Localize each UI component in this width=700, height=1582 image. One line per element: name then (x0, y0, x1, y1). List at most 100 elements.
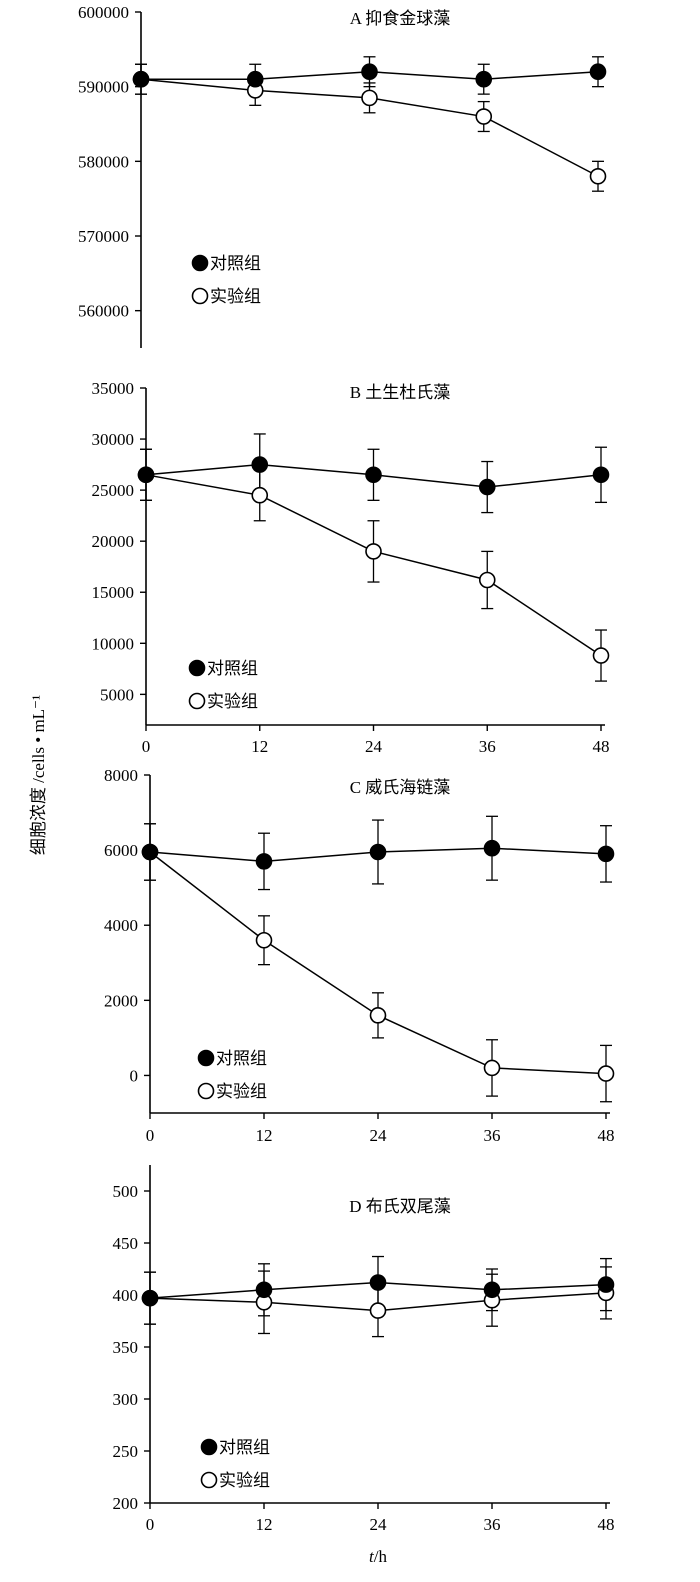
data-point-experiment (478, 571, 496, 589)
data-point-control (137, 466, 155, 484)
data-point-control (361, 63, 378, 81)
legend-marker-experiment (188, 692, 206, 710)
data-point-control (478, 478, 496, 496)
panel-1: 600000 590000 580000 570000 560000 A 抑食金球藻对照组… (78, 3, 607, 348)
legend-marker-control (200, 1438, 218, 1456)
y-axis-title: 细胞浓度 /cells • mL⁻¹ (29, 695, 48, 855)
y-tick-label: 250 (113, 1442, 139, 1461)
y-tick-label: 15000 (92, 583, 135, 602)
panel-4: 500 450 400 350 300 250 200 0 12 24 36 48 D 布氏双尾藻对照组… (113, 1165, 615, 1534)
data-point-experiment (255, 931, 273, 949)
y-tick-label: 560000 (78, 302, 129, 321)
data-point-experiment (592, 647, 610, 664)
x-tick-label: 0 (142, 737, 151, 756)
y-tick-label: 600000 (78, 3, 129, 22)
panel-title: D 布氏双尾藻 (349, 1197, 451, 1216)
data-point-experiment (365, 543, 382, 560)
data-point-experiment (361, 89, 378, 107)
x-tick-label: 48 (598, 1126, 615, 1145)
y-tick-label: 8000 (104, 766, 138, 785)
x-tick-label: 12 (251, 737, 268, 756)
y-tick-label: 400 (113, 1286, 139, 1305)
series-line-experiment (149, 851, 607, 1075)
data-point-control (365, 466, 382, 484)
legend-label: 实验组 (219, 1471, 270, 1490)
y-tick-label: 0 (130, 1066, 139, 1085)
data-point-experiment (475, 108, 493, 125)
y-tick-label: 30000 (92, 430, 135, 449)
x-tick-label: 12 (256, 1126, 273, 1145)
data-point-control (597, 1276, 615, 1293)
legend-label: 对照组 (207, 659, 258, 678)
legend-marker-experiment (191, 287, 209, 305)
legend-label: 实验组 (216, 1082, 267, 1101)
data-point-control (483, 839, 501, 857)
legend-label: 实验组 (210, 287, 261, 306)
data-point-experiment (597, 1065, 615, 1082)
y-tick-label: 20000 (92, 532, 135, 551)
data-point-experiment (483, 1059, 501, 1077)
x-tick-label: 36 (484, 1126, 501, 1145)
data-point-control (369, 1274, 387, 1291)
x-tick-label: 48 (598, 1515, 615, 1534)
data-point-control (141, 1289, 159, 1307)
data-point-control (369, 843, 387, 861)
x-tick-label: 36 (484, 1515, 501, 1534)
x-tick-label: 0 (146, 1126, 155, 1145)
y-tick-label: 2000 (104, 991, 138, 1010)
y-tick-label: 450 (113, 1234, 139, 1253)
x-tick-label: 24 (365, 737, 383, 756)
panel-2: 35000 30000 25000 20000 15000 10000 5000 0 12 24 3… (92, 379, 610, 756)
data-point-control (255, 853, 273, 870)
x-tick-label: 12 (256, 1515, 273, 1534)
data-point-control (141, 843, 159, 861)
y-tick-label: 35000 (92, 379, 135, 398)
panel-title: A 抑食金球藻 (350, 9, 451, 28)
x-tick-label: 24 (370, 1126, 388, 1145)
x-tick-label: 48 (593, 737, 610, 756)
legend-marker-control (197, 1049, 215, 1067)
y-tick-label: 570000 (78, 227, 129, 246)
data-point-control (246, 70, 264, 88)
legend-label: 对照组 (216, 1049, 267, 1068)
data-point-control (255, 1281, 273, 1299)
legend-label: 对照组 (210, 254, 261, 273)
y-tick-label: 4000 (104, 916, 138, 935)
data-point-experiment (251, 486, 269, 504)
data-point-experiment (369, 1007, 387, 1024)
panel-title: C 威氏海链藻 (350, 778, 451, 797)
y-tick-label: 6000 (104, 841, 138, 860)
x-tick-label: 36 (479, 737, 496, 756)
y-tick-label: 300 (113, 1390, 139, 1409)
data-point-control (475, 70, 493, 88)
y-tick-label: 10000 (92, 634, 135, 653)
y-tick-label: 500 (113, 1182, 139, 1201)
x-tick-label: 24 (370, 1515, 388, 1534)
data-point-control (483, 1281, 501, 1299)
data-point-experiment (589, 167, 607, 185)
data-point-control (251, 456, 269, 473)
x-tick-label: 0 (146, 1515, 155, 1534)
y-tick-label: 580000 (78, 152, 129, 171)
legend-label: 实验组 (207, 692, 258, 711)
shared-y-axis-label (14, 760, 54, 960)
legend-marker-experiment (200, 1471, 218, 1489)
y-tick-label: 5000 (100, 685, 134, 704)
y-tick-label: 350 (113, 1338, 139, 1357)
legend-marker-control (191, 254, 209, 272)
x-axis-title: t/h (369, 1547, 387, 1566)
data-point-control (597, 845, 615, 863)
y-tick-label: 590000 (78, 78, 129, 97)
legend-label: 对照组 (219, 1438, 270, 1457)
data-point-control (592, 466, 610, 484)
data-point-control (589, 63, 607, 81)
data-point-experiment (369, 1302, 387, 1319)
data-point-control (132, 70, 150, 88)
legend-marker-control (188, 659, 206, 677)
legend-marker-experiment (197, 1082, 215, 1100)
y-tick-label: 200 (113, 1494, 139, 1513)
y-tick-label: 25000 (92, 481, 135, 500)
panel-title: B 土生杜氏藻 (350, 383, 451, 402)
